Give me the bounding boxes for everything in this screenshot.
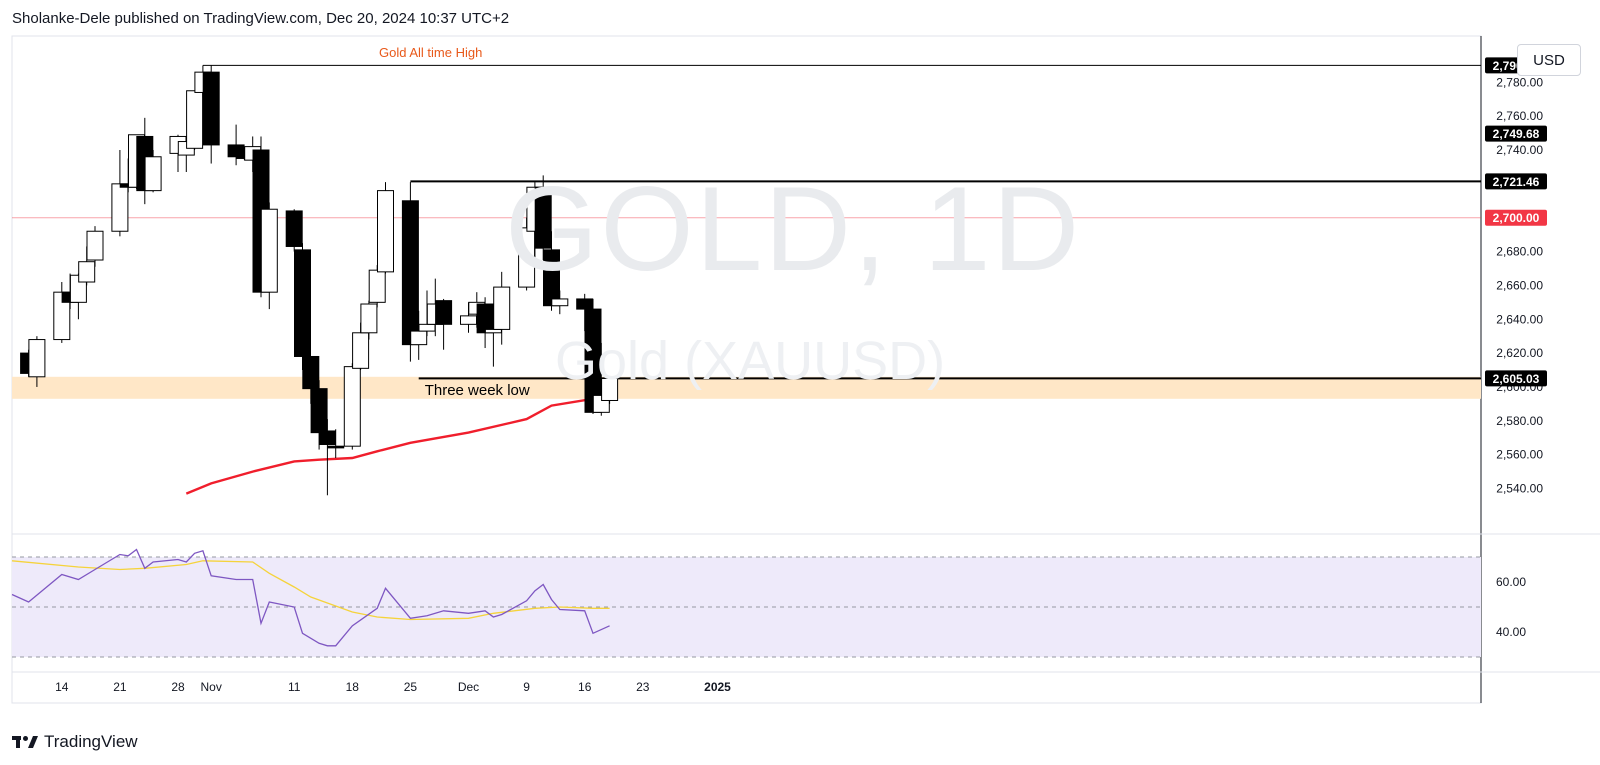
candle-body [302,355,320,390]
candle-body [86,230,104,261]
price-label-box [1485,370,1547,387]
time-tick-label: Nov [201,680,222,694]
rsi-pane [11,548,1481,658]
publish-header: Sholanke-Dele published on TradingView.c… [12,10,510,27]
rsi-tick-label: 60.00 [1496,575,1526,589]
price-tick-label: 2,780.00 [1496,75,1543,89]
time-tick-label: 9 [523,680,530,694]
candle-body [493,286,511,330]
time-tick-label: 14 [55,680,69,694]
price-tick-label: 2,760.00 [1496,109,1543,123]
candle-body [202,71,220,146]
candle-body [435,300,453,325]
tradingview-brand-text: TradingView [44,732,138,751]
candle-body [310,388,328,434]
time-tick-label: 23 [636,680,650,694]
time-tick-label: 28 [171,680,185,694]
candle-body [285,210,303,247]
time-tick-label: 11 [288,680,301,694]
annotation-three-week-low: Three week low [425,382,530,399]
candle-body [401,200,419,346]
price-label-2,605.03: 2,605.03 [1485,370,1547,387]
candle-body [294,249,311,357]
time-tick-label: 25 [404,680,418,694]
price-tick-label: 2,620.00 [1496,346,1543,360]
price-tick-label: 2,640.00 [1496,312,1543,326]
rsi-tick-label: 40.00 [1496,625,1526,639]
time-tick-label: 2025 [704,680,731,694]
candle-body [484,328,502,334]
price-label-box [1485,209,1547,226]
price-label-box [1485,173,1547,190]
candle-body [360,303,378,334]
ema-line [185,395,610,495]
price-tick-label: 2,560.00 [1496,448,1543,462]
candle-body [551,298,569,307]
candle-body [543,249,560,307]
candle-body [368,269,386,303]
main-pane: Gold All time High Three week low [12,45,1481,496]
price-tick-label: 2,680.00 [1496,245,1543,259]
time-tick-label: 16 [578,680,592,694]
candle-body [186,90,204,149]
price-tick-label: 2,660.00 [1496,278,1543,292]
rsi-line [11,548,610,647]
candle-body [144,156,162,192]
candle-body [410,330,428,346]
candle-body [78,261,96,283]
tradingview-logo-icon [12,736,38,748]
candle-body [476,303,494,334]
candle-body [377,190,394,273]
tradingview-logo[interactable]: TradingView [12,732,138,752]
candle-body [260,208,278,293]
candle-body [418,323,436,332]
support-zone [12,376,1481,399]
price-label-text: 2,605.03 [1493,372,1540,386]
candle-body [343,366,361,447]
candle-body [28,339,46,378]
currency-button[interactable]: USD [1517,44,1581,76]
candle-body [534,186,552,249]
price-label-text: 2,700.00 [1493,211,1540,225]
candle-body [460,315,477,325]
price-label-box [1485,125,1547,142]
time-tick-label: 21 [113,680,127,694]
candle-body [576,298,594,310]
time-tick-label: 18 [346,680,360,694]
candle-body [327,445,345,449]
candle-body [318,430,336,445]
candle-body [601,377,619,401]
time-tick-label: Dec [458,680,479,694]
candle-body [352,332,370,369]
candle-body [518,227,536,288]
price-label-2,749.68: 2,749.68 [1485,125,1547,142]
price-label-2,700.00: 2,700.00 [1485,209,1547,226]
price-label-2,721.46: 2,721.46 [1485,173,1547,190]
candle-body [227,144,245,158]
price-label-text: 2,749.68 [1493,127,1540,141]
price-tick-label: 2,580.00 [1496,414,1543,428]
price-tick-label: 2,740.00 [1496,143,1543,157]
candle-body [111,183,129,232]
price-label-text: 2,721.46 [1493,175,1540,189]
price-tick-label: 2,540.00 [1496,482,1543,496]
annotation-all-time-high: Gold All time High [379,45,482,60]
